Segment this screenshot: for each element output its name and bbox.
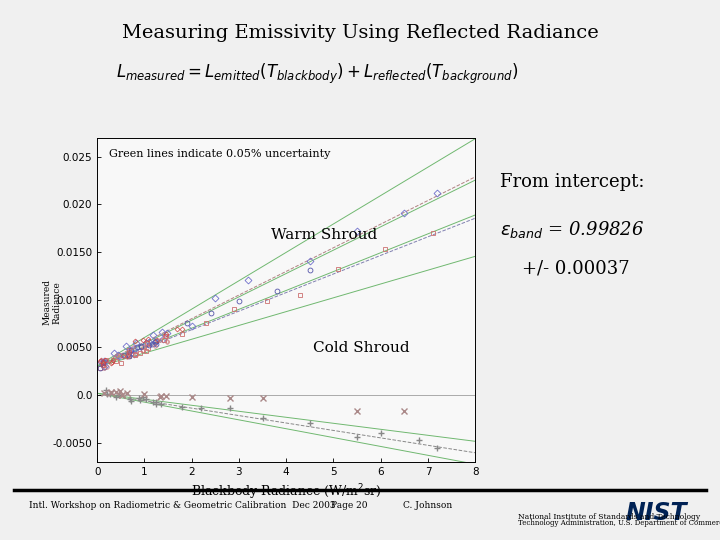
Text: Technology Administration, U.S. Department of Commerce: Technology Administration, U.S. Departme… xyxy=(518,519,720,528)
Text: $L_{measured} = L_{emitted}(T_{blackbody}) + L_{reflected}(T_{background})$: $L_{measured} = L_{emitted}(T_{blackbody… xyxy=(116,62,518,86)
Text: Intl. Workshop on Radiometric & Geometric Calibration  Dec 2003: Intl. Workshop on Radiometric & Geometri… xyxy=(29,501,336,510)
Text: C. Johnson: C. Johnson xyxy=(403,501,452,510)
X-axis label: Blackbody Radiance (W/m$^2$sr): Blackbody Radiance (W/m$^2$sr) xyxy=(191,482,382,502)
Text: NIST: NIST xyxy=(626,501,688,525)
Text: Cold Shroud: Cold Shroud xyxy=(313,341,410,355)
Text: From intercept:: From intercept: xyxy=(500,173,645,191)
Text: Measured
Radiance: Measured Radiance xyxy=(42,279,61,326)
Text: Warm Shroud: Warm Shroud xyxy=(271,228,377,242)
Text: Measuring Emissivity Using Reflected Radiance: Measuring Emissivity Using Reflected Rad… xyxy=(122,24,598,42)
Text: Page 20: Page 20 xyxy=(331,501,368,510)
Text: National Institute of Standards and Technology: National Institute of Standards and Tech… xyxy=(518,513,701,521)
Text: +/- 0.00037: +/- 0.00037 xyxy=(522,259,629,277)
Text: $\varepsilon_{band}$ = 0.99826: $\varepsilon_{band}$ = 0.99826 xyxy=(500,219,644,240)
Text: Green lines indicate 0.05% uncertainty: Green lines indicate 0.05% uncertainty xyxy=(109,149,330,159)
